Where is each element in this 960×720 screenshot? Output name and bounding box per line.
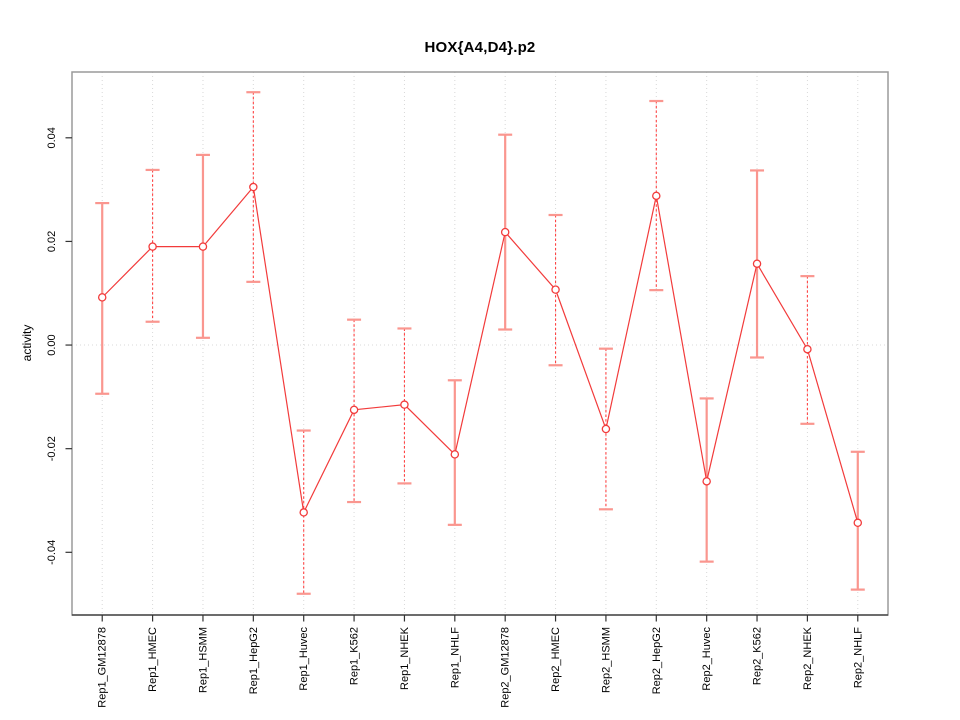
x-tick-label: Rep2_HSMM	[600, 627, 612, 693]
data-point-marker	[400, 400, 409, 409]
data-point-marker	[752, 259, 762, 268]
data-point-marker	[450, 450, 460, 459]
data-point-marker	[601, 424, 611, 434]
data-point-marker	[299, 508, 308, 517]
y-tick-label: 0.04	[46, 127, 58, 148]
data-point-marker	[803, 344, 812, 354]
x-tick-label: Rep1_HSMM	[197, 627, 209, 693]
y-tick-label: -0.02	[46, 436, 58, 461]
series-line	[101, 185, 859, 523]
x-tick-label: Rep2_NHLF	[852, 627, 864, 688]
data-point-marker	[652, 191, 661, 201]
x-tick-label: Rep2_NHEK	[802, 626, 814, 690]
y-tick-label: 0.02	[46, 231, 58, 252]
data-point-marker	[148, 242, 157, 251]
data-point-marker	[551, 285, 560, 294]
y-tick-label: 0.00	[46, 334, 58, 355]
data-point-marker	[198, 242, 208, 251]
x-tick-label: Rep2_HepG2	[651, 627, 663, 694]
x-tick-label: Rep1_HMEC	[147, 627, 159, 692]
x-tick-label: Rep2_GM12878	[500, 627, 512, 708]
data-point-marker	[249, 182, 258, 192]
data-point-marker	[500, 227, 510, 237]
x-tick-label: Rep1_NHEK	[399, 626, 411, 690]
x-tick-label: Rep1_Huvec	[298, 627, 310, 691]
x-tick-label: Rep1_NHLF	[449, 627, 461, 688]
x-tick-label: Rep1_K562	[349, 627, 361, 685]
data-point-marker	[702, 477, 711, 486]
y-tick-label: -0.04	[46, 540, 58, 565]
data-point-marker	[97, 293, 107, 302]
x-tick-label: Rep2_K562	[752, 627, 764, 685]
data-point-marker	[853, 518, 863, 528]
x-tick-label: Rep2_HMEC	[550, 627, 562, 692]
chart-title: HOX{A4,D4}.p2	[424, 39, 536, 56]
data-point-marker	[349, 405, 359, 415]
x-tick-label: Rep1_GM12878	[97, 627, 109, 708]
x-tick-label: Rep1_HepG2	[248, 627, 260, 694]
x-tick-label: Rep2_Huvec	[701, 627, 713, 691]
